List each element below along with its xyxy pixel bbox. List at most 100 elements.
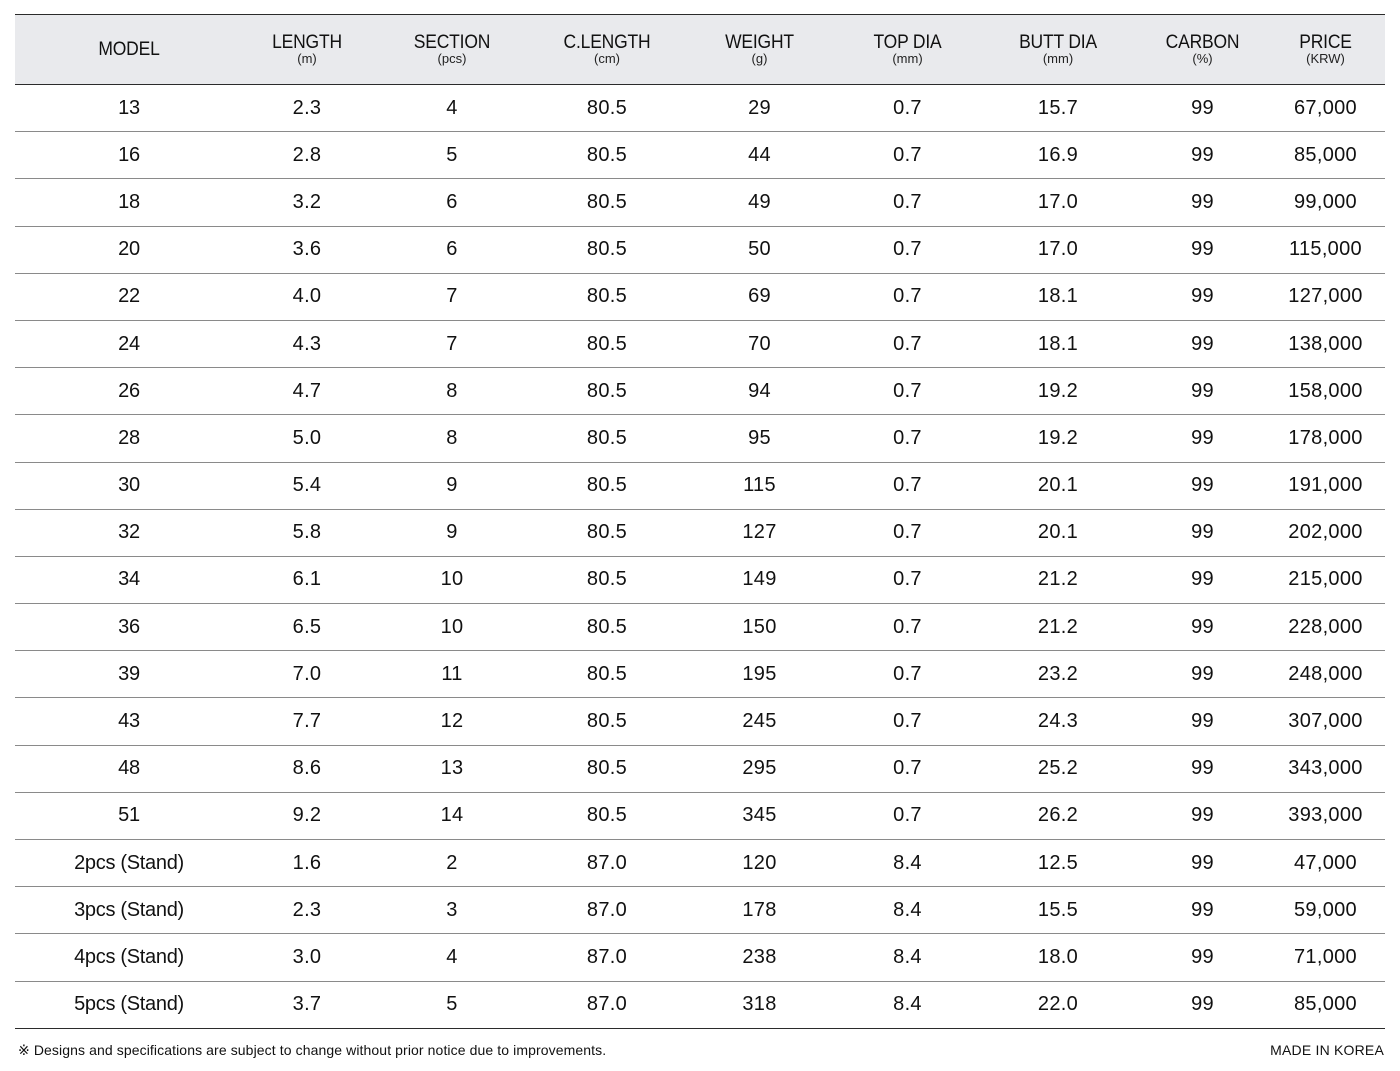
table-cell: 94 <box>748 379 771 402</box>
table-cell: 85,000 <box>1294 143 1357 166</box>
table-cell: 26 <box>118 379 140 402</box>
table-body: 13 2.3 4 80.5 29 0.7 15.7 99 67,000 16 2.8 5 80.5 44 0… <box>15 85 1385 1029</box>
table-cell: 80.5 <box>586 662 628 685</box>
table-cell: 9.2 <box>292 804 322 827</box>
table-cell: 69 <box>748 285 771 308</box>
table-cell: 0.7 <box>893 285 922 308</box>
table-cell: 99 <box>1191 474 1214 497</box>
table-cell: 343,000 <box>1288 757 1363 780</box>
table-cell: 99 <box>1191 710 1214 733</box>
table-cell: 1.6 <box>292 851 322 874</box>
table-cell: 127,000 <box>1288 285 1363 308</box>
table-cell: 307,000 <box>1288 710 1363 733</box>
table-cell: 12 <box>440 710 464 733</box>
table-cell: 80.5 <box>586 615 628 638</box>
table-cell: 44 <box>748 143 771 166</box>
table-cell: 20.1 <box>1037 474 1079 497</box>
column-header-unit: (mm) <box>1042 51 1074 66</box>
table-cell: 99 <box>1191 426 1214 449</box>
table-cell: 195 <box>742 662 777 685</box>
column-header-label: PRICE <box>1299 32 1352 53</box>
table-cell: 10 <box>440 568 464 591</box>
column-header-label: TOP DIA <box>873 32 942 53</box>
table-cell: 80.5 <box>586 285 628 308</box>
table-cell: 99 <box>1191 190 1214 213</box>
table-cell: 0.7 <box>893 615 922 638</box>
table-cell: 0.7 <box>893 96 922 119</box>
table-cell: 318 <box>742 993 777 1016</box>
table-cell: 19.2 <box>1037 379 1079 402</box>
column-header-butt-dia: BUTT DIA (mm) <box>977 15 1139 85</box>
table-cell: 248,000 <box>1288 662 1363 685</box>
table-cell: 3.6 <box>292 238 322 261</box>
table-cell: 0.7 <box>893 379 922 402</box>
table-row: 26 4.7 8 80.5 94 0.7 19.2 99 158,000 <box>15 368 1385 415</box>
table-cell: 12.5 <box>1037 851 1079 874</box>
table-cell: 20 <box>118 238 140 261</box>
table-cell: 115,000 <box>1289 238 1362 261</box>
table-cell: 120 <box>742 851 777 874</box>
table-cell: 0.7 <box>893 190 922 213</box>
table-cell: 7.7 <box>292 710 322 733</box>
table-cell: 0.7 <box>893 757 922 780</box>
table-cell: 2.3 <box>292 96 322 119</box>
table-cell: 17.0 <box>1037 190 1079 213</box>
column-header-unit: (KRW) <box>1306 51 1345 66</box>
table-cell: 18.1 <box>1037 285 1079 308</box>
column-header-unit: (m) <box>297 51 317 66</box>
column-header-unit: (g) <box>751 51 768 66</box>
table-cell: 2.3 <box>292 898 322 921</box>
origin-label: MADE IN KOREA <box>1270 1042 1384 1058</box>
table-cell: 99 <box>1191 804 1214 827</box>
table-cell: 34 <box>118 568 140 591</box>
table-cell: 16 <box>118 143 140 166</box>
table-cell: 245 <box>742 710 777 733</box>
column-header-unit: (mm) <box>892 51 923 66</box>
table-row: 22 4.0 7 80.5 69 0.7 18.1 99 127,000 <box>15 273 1385 321</box>
table-row: 3pcs (Stand) 2.3 3 87.0 178 8.4 15.5 99 59,000 <box>15 887 1385 934</box>
table-cell: 6.1 <box>292 568 322 591</box>
table-cell: 71,000 <box>1294 945 1357 968</box>
table-cell: 127 <box>742 521 777 544</box>
table-cell: 8.4 <box>893 993 922 1016</box>
table-cell: 67,000 <box>1294 96 1357 119</box>
table-cell: 0.7 <box>893 568 922 591</box>
table-cell: 2.8 <box>292 143 322 166</box>
table-cell: 80.5 <box>586 143 628 166</box>
header-row: MODEL LENGTH (m) SECTION (pcs) C.LENGTH (cm) WE… <box>15 14 1385 85</box>
table-cell: 21.2 <box>1037 615 1079 638</box>
table-cell: 80.5 <box>586 332 628 355</box>
table-cell: 13 <box>118 96 140 119</box>
column-header-label: SECTION <box>413 32 491 53</box>
column-header-section: SECTION (pcs) <box>371 15 533 85</box>
table-cell: 48 <box>118 757 140 780</box>
table-cell: 5.4 <box>292 474 322 497</box>
table-cell: 30 <box>118 474 140 497</box>
table-cell: 10 <box>440 615 464 638</box>
table-cell: 7 <box>446 285 458 308</box>
table-cell: 80.5 <box>586 521 628 544</box>
table-cell: 43 <box>118 710 140 733</box>
table-cell: 4pcs (Stand) <box>74 945 184 968</box>
table-row: 28 5.0 8 80.5 95 0.7 19.2 99 178,000 <box>15 415 1385 462</box>
table-cell: 87.0 <box>586 993 628 1016</box>
table-cell: 0.7 <box>893 804 922 827</box>
table-cell: 70 <box>748 332 771 355</box>
table-cell: 138,000 <box>1288 332 1363 355</box>
column-header-label: LENGTH <box>272 32 342 53</box>
table-cell: 80.5 <box>586 568 628 591</box>
table-cell: 80.5 <box>586 474 628 497</box>
table-cell: 18.1 <box>1037 332 1079 355</box>
table-cell: 99 <box>1191 662 1214 685</box>
table-row: 51 9.2 14 80.5 345 0.7 26.2 99 393,000 <box>15 792 1385 840</box>
column-header-weight: WEIGHT (g) <box>681 15 838 85</box>
table-cell: 85,000 <box>1294 993 1357 1016</box>
column-header-model: MODEL <box>15 15 243 85</box>
table-cell: 99 <box>1191 379 1214 402</box>
table-cell: 99 <box>1191 332 1214 355</box>
table-cell: 99 <box>1191 568 1214 591</box>
table-cell: 15.5 <box>1037 898 1079 921</box>
table-cell: 178,000 <box>1288 426 1363 449</box>
table-cell: 99 <box>1191 851 1214 874</box>
table-cell: 2 <box>446 851 458 874</box>
